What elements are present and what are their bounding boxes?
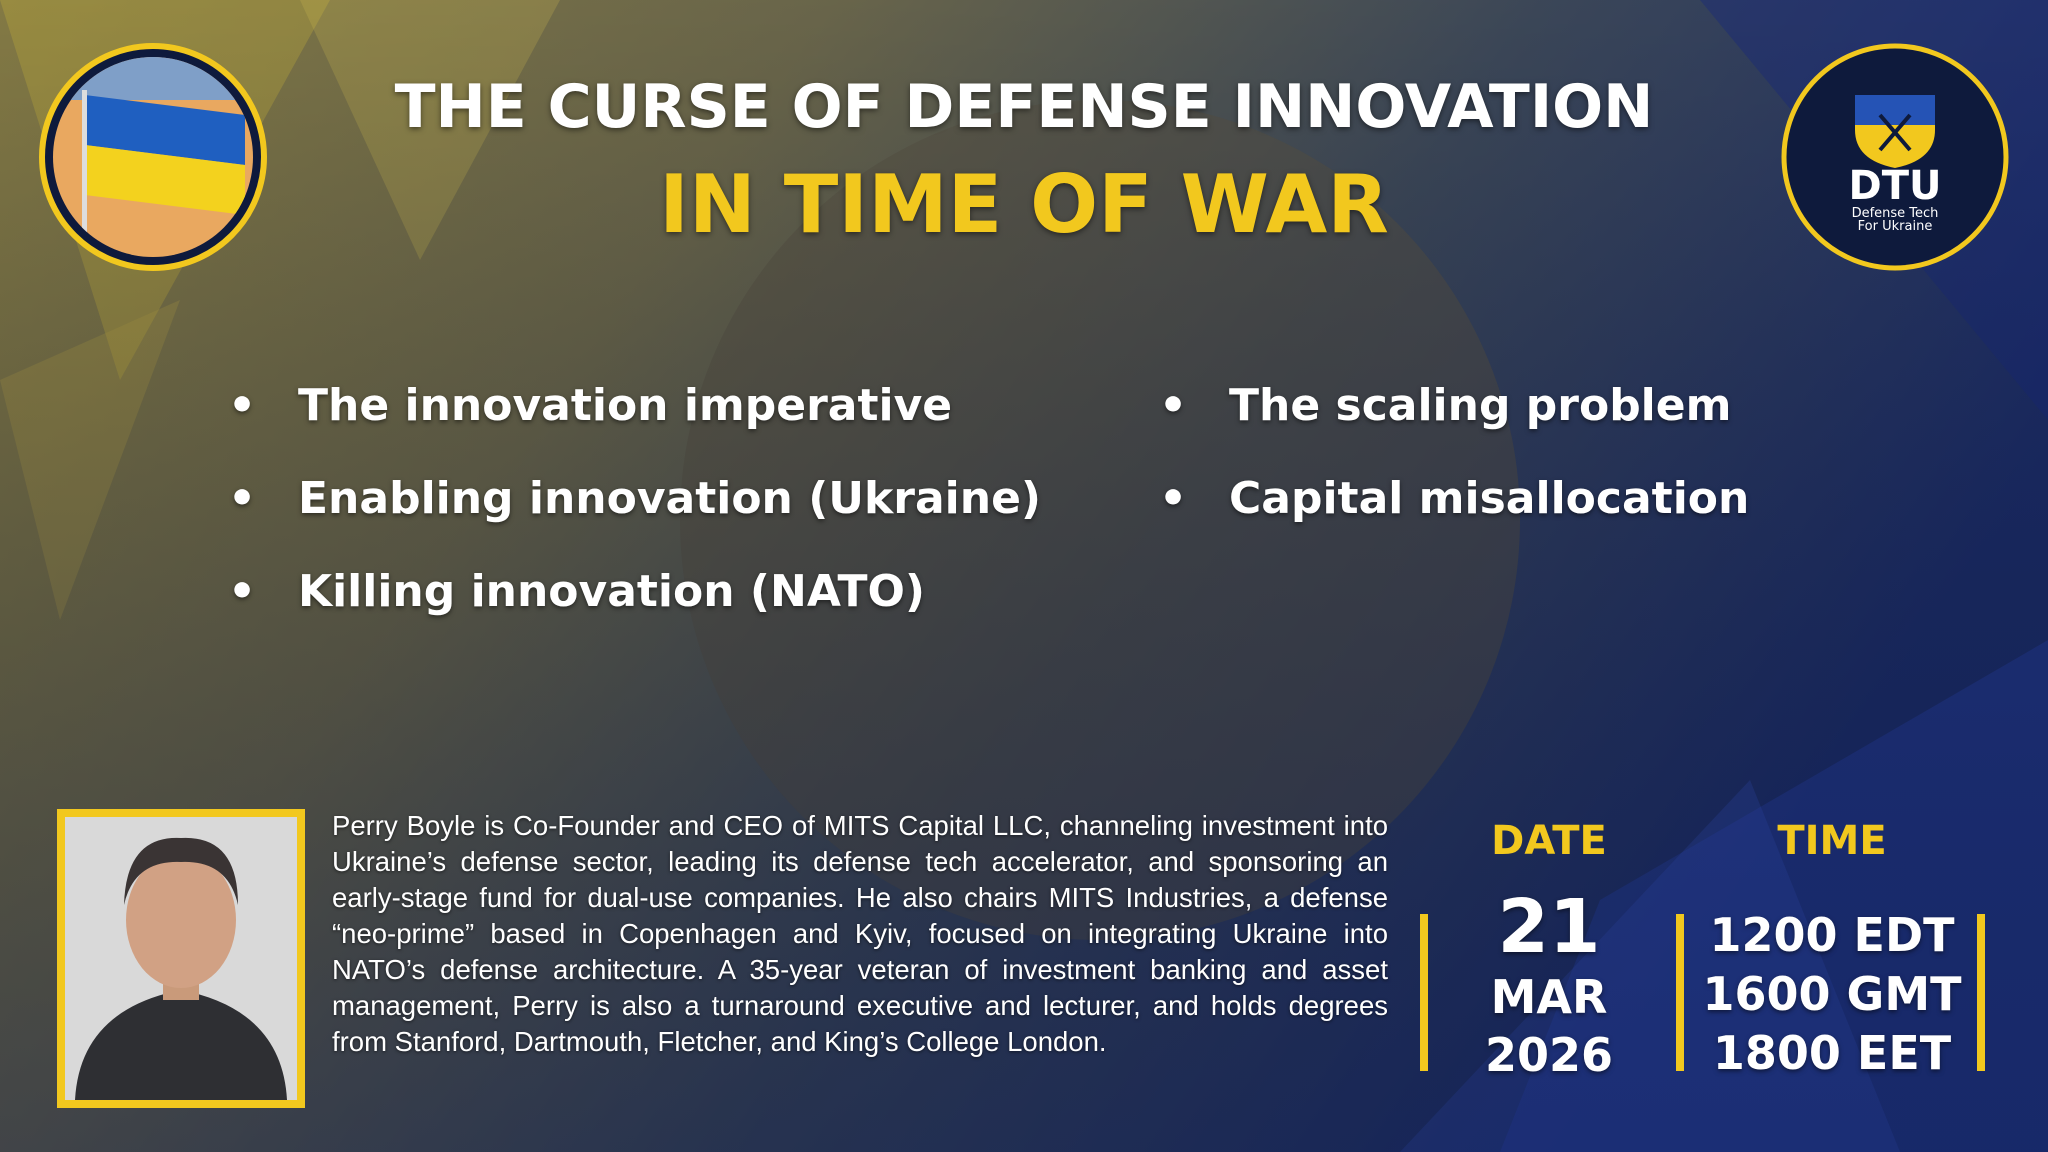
divider (1977, 914, 1985, 1071)
subtitle: IN TIME OF WAR (659, 158, 1389, 251)
topic: Enabling innovation (Ukraine) (228, 473, 1041, 524)
time: 1800 EET (1712, 1026, 1952, 1080)
date-year: 2026 (1484, 1028, 1614, 1082)
logo-tagline: Defense Tech For Ukraine (1795, 207, 1995, 233)
speaker-bio: Perry Boyle is Co-Founder and CEO of MIT… (332, 810, 1388, 1057)
topic: Killing innovation (NATO) (228, 566, 925, 617)
divider (1420, 914, 1428, 1071)
time-label: TIME (1777, 818, 1887, 864)
logo-tagline-line: For Ukraine (1857, 219, 1933, 234)
logo-name: DTU (1848, 163, 1942, 209)
date-label: DATE (1491, 818, 1607, 864)
topic: The scaling problem (1159, 380, 1732, 431)
title: THE CURSE OF DEFENSE INNOVATION (394, 72, 1654, 142)
logo-tagline-line: Defense Tech (1851, 206, 1939, 221)
time: 1600 GMT (1702, 967, 1962, 1021)
divider (1676, 914, 1684, 1071)
topic: Capital misallocation (1159, 473, 1749, 524)
date-month: MAR (1490, 970, 1608, 1024)
time: 1200 EDT (1709, 908, 1955, 962)
date-day: 21 (1497, 884, 1601, 970)
topic: The innovation imperative (228, 380, 952, 431)
